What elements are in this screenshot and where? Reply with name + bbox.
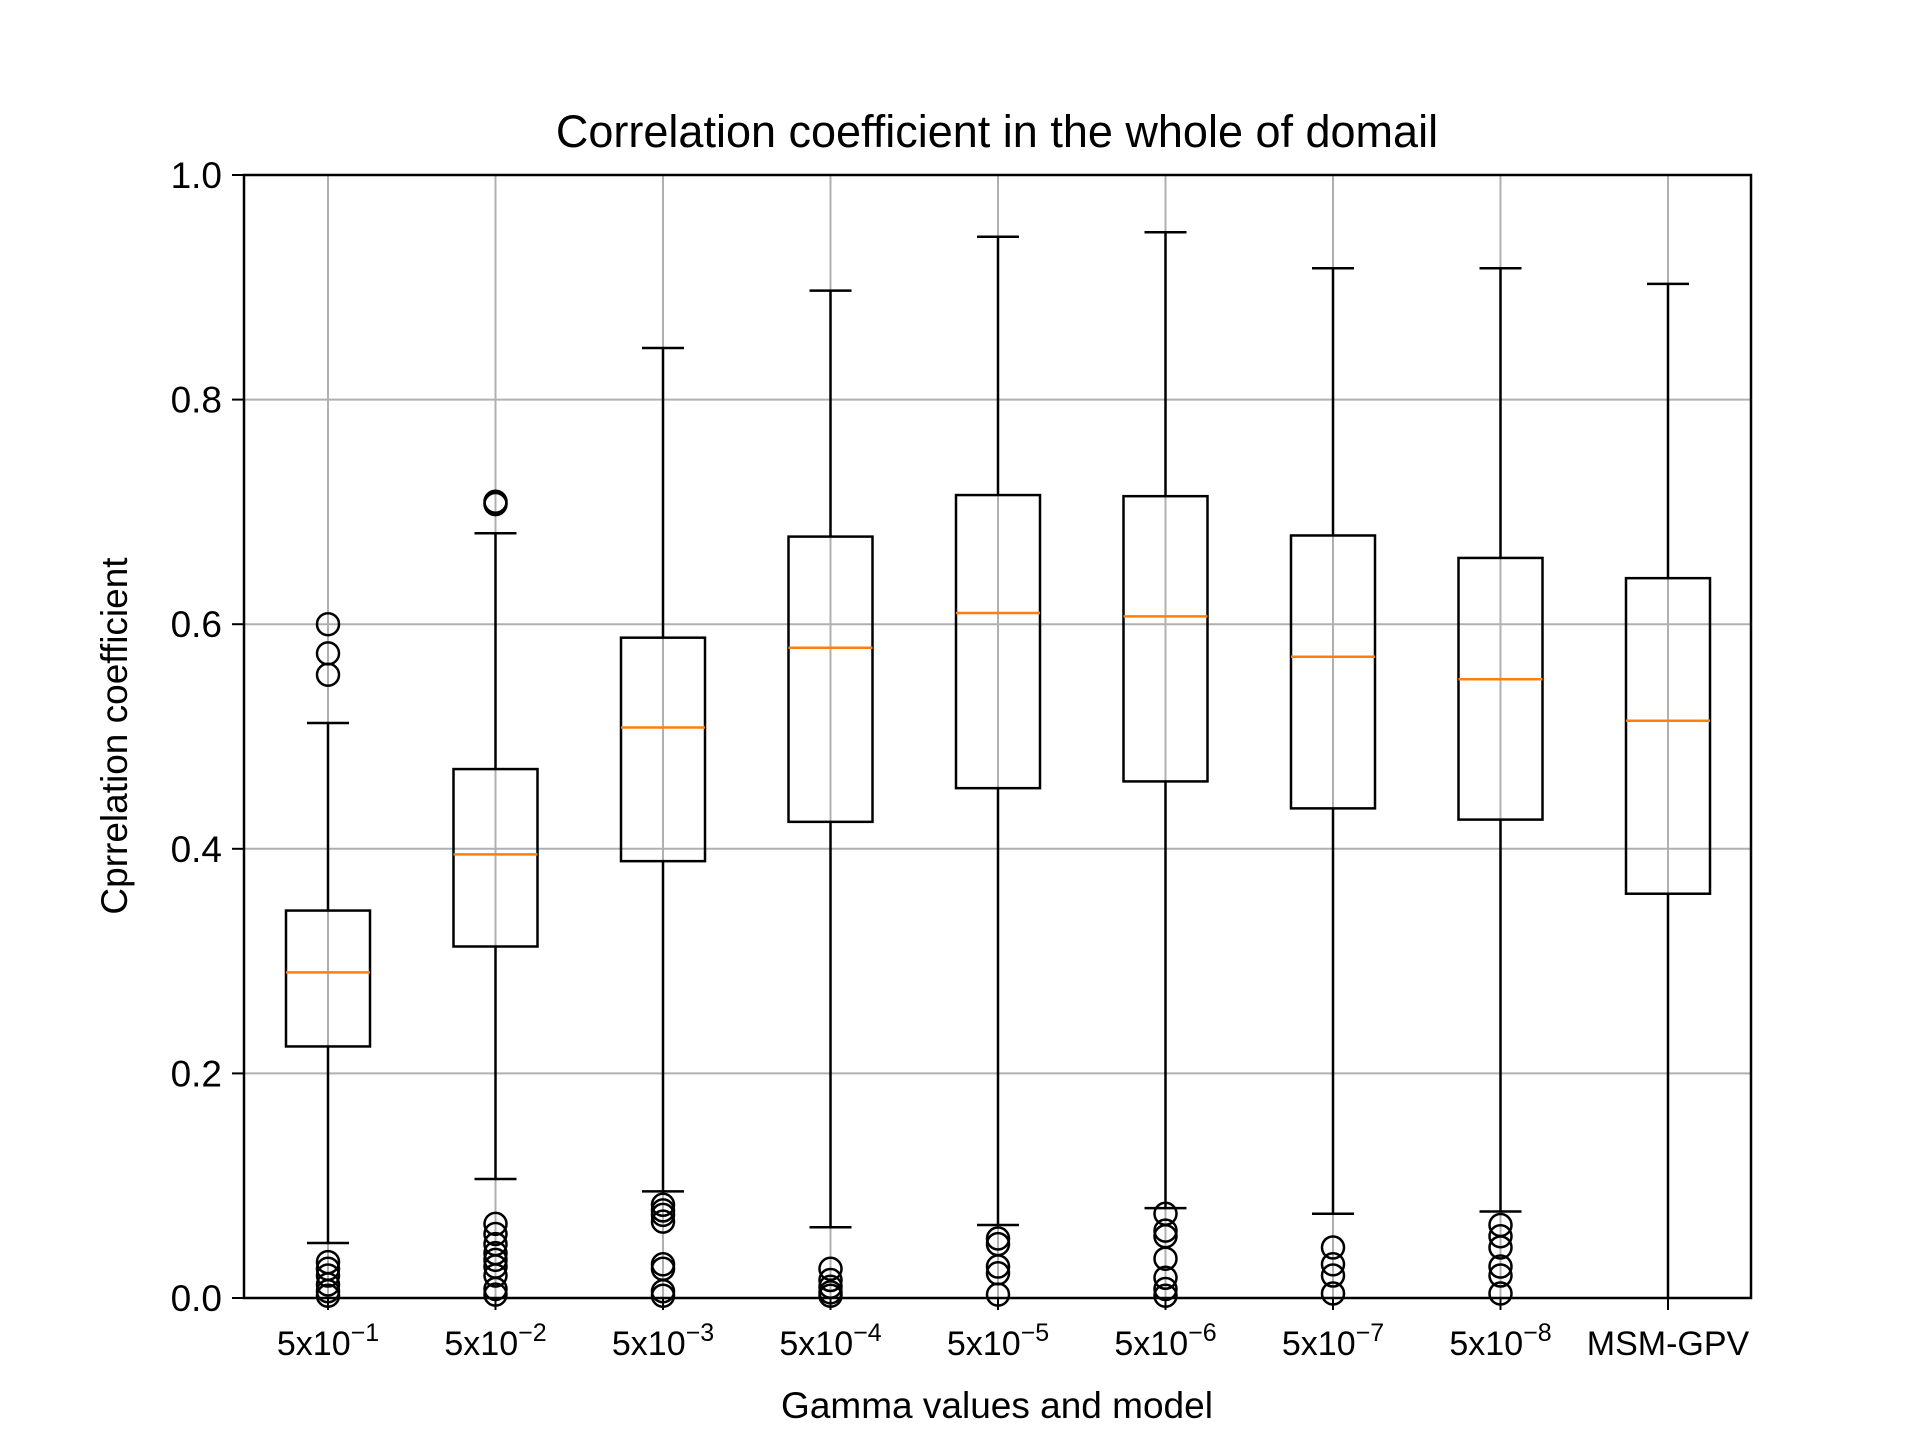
x-tick-label: 5x10−3 xyxy=(612,1319,714,1363)
outlier-point xyxy=(483,491,508,517)
x-tick-label: 5x10−8 xyxy=(1449,1319,1551,1363)
box-body xyxy=(619,636,707,863)
y-tick-label: 0.2 xyxy=(171,1053,222,1094)
box-body xyxy=(284,909,372,1048)
outlier-point xyxy=(315,1272,341,1297)
outlier-point xyxy=(650,1209,676,1234)
x-tick-label: 5x10−7 xyxy=(1282,1319,1384,1363)
box-body xyxy=(1289,534,1377,810)
outlier-point xyxy=(1488,1235,1513,1260)
box-group xyxy=(1122,231,1209,1309)
outlier-point xyxy=(650,1192,676,1218)
outlier-point xyxy=(650,1202,676,1228)
box-group xyxy=(619,346,707,1309)
outlier-point xyxy=(483,1263,508,1288)
outlier-point xyxy=(1320,1252,1346,1277)
box-body xyxy=(452,767,539,948)
outlier-point xyxy=(818,1256,843,1282)
x-axis-label: Gamma values and model xyxy=(781,1385,1213,1426)
outlier-point xyxy=(1488,1263,1513,1288)
x-tick-label: 5x10−6 xyxy=(1114,1319,1216,1363)
box-group xyxy=(954,235,1042,1307)
outlier-point xyxy=(315,611,341,637)
y-tick-label: 0.4 xyxy=(171,829,222,870)
chart-title: Correlation coefficient in the whole of … xyxy=(556,106,1438,157)
x-tick-label: 5x10−5 xyxy=(947,1319,1049,1363)
box-group xyxy=(284,611,372,1309)
outlier-point xyxy=(985,1226,1011,1251)
x-tick-label: 5x10−4 xyxy=(779,1319,881,1363)
box-body xyxy=(1624,576,1712,895)
box-group xyxy=(1289,266,1377,1306)
box-group xyxy=(1457,266,1544,1306)
x-tick-label: MSM-GPV xyxy=(1587,1325,1750,1363)
outlier-point xyxy=(1153,1265,1178,1291)
x-tick-label: 5x10−2 xyxy=(444,1319,546,1363)
y-tick-label: 1.0 xyxy=(171,155,222,196)
y-tick-label: 0.8 xyxy=(171,380,222,421)
box-body xyxy=(1122,494,1209,783)
box-layer xyxy=(284,231,1712,1309)
outlier-point xyxy=(1488,1223,1513,1249)
outlier-point xyxy=(1488,1254,1513,1279)
outlier-point xyxy=(315,1263,341,1288)
y-tick-label: 0.0 xyxy=(171,1278,222,1319)
y-axis-label: Cprrelation coefficient xyxy=(94,557,135,915)
outlier-point xyxy=(985,1254,1011,1279)
box-body xyxy=(787,535,874,824)
outlier-point xyxy=(483,1211,508,1237)
box-group xyxy=(1624,282,1712,1298)
box-group xyxy=(452,489,539,1307)
box-body xyxy=(954,493,1042,790)
x-tick-label: 5x10−1 xyxy=(277,1319,379,1363)
outlier-point xyxy=(818,1267,843,1293)
outlier-point xyxy=(1320,1235,1346,1260)
outlier-point xyxy=(1320,1263,1346,1288)
outlier-point xyxy=(315,662,341,687)
outlier-point xyxy=(1153,1218,1178,1243)
y-tick-label: 0.6 xyxy=(171,604,222,645)
tick-layer: 0.0 0.2 0.4 0.6 0.8 1.0 5x10−1 5x10−2 5x10−3 5x10… xyxy=(171,155,1750,1363)
outlier-point xyxy=(1153,1246,1178,1271)
outlier-point xyxy=(483,1221,508,1247)
outlier-point xyxy=(483,1247,508,1273)
box-body xyxy=(1457,556,1544,821)
